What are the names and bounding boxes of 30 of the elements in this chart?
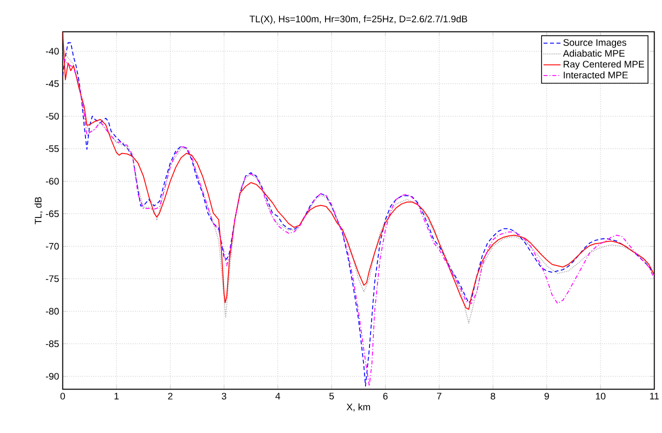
x-tick-label: 7	[437, 392, 442, 400]
x-tick-label: 2	[168, 392, 172, 400]
legend-label: Interacted MPE	[564, 71, 628, 78]
y-tick-label: -50	[46, 112, 59, 120]
x-tick-label: 3	[222, 392, 226, 400]
x-axis-title: X, km	[346, 403, 370, 412]
y-tick-label: -85	[46, 340, 59, 348]
x-tick-label: 9	[544, 392, 549, 400]
y-tick-label: -45	[46, 80, 59, 88]
legend-label: Ray Centered MPE	[564, 60, 644, 70]
x-tick-label: 1	[114, 392, 119, 400]
x-tick-label: 4	[275, 392, 280, 400]
chart-title: TL(X), Hs=100m, Hr=30m, f=25Hz, D=2.6/2.7/1.9dB	[250, 15, 468, 24]
y-tick-label: -90	[46, 372, 59, 380]
y-axis-title: TL, dB	[34, 197, 43, 224]
legend-label: Adiabatic MPE	[562, 50, 625, 57]
x-tick-label: 11	[650, 392, 659, 400]
x-tick-label: 10	[596, 392, 606, 400]
x-tick-label: 5	[329, 392, 334, 400]
x-tick-label: 0	[60, 392, 65, 400]
y-tick-label: -70	[46, 242, 59, 250]
y-tick-label: -55	[46, 145, 59, 152]
y-tick-label: -65	[46, 210, 59, 218]
x-tick-label: 6	[383, 392, 388, 400]
x-tick-label: 8	[490, 392, 496, 400]
y-tick-label: -40	[46, 48, 59, 55]
y-tick-label: -75	[46, 275, 59, 282]
y-tick-label: -80	[46, 308, 59, 315]
legend-label: Source Images	[563, 39, 626, 48]
y-tick-label: -60	[46, 178, 59, 185]
